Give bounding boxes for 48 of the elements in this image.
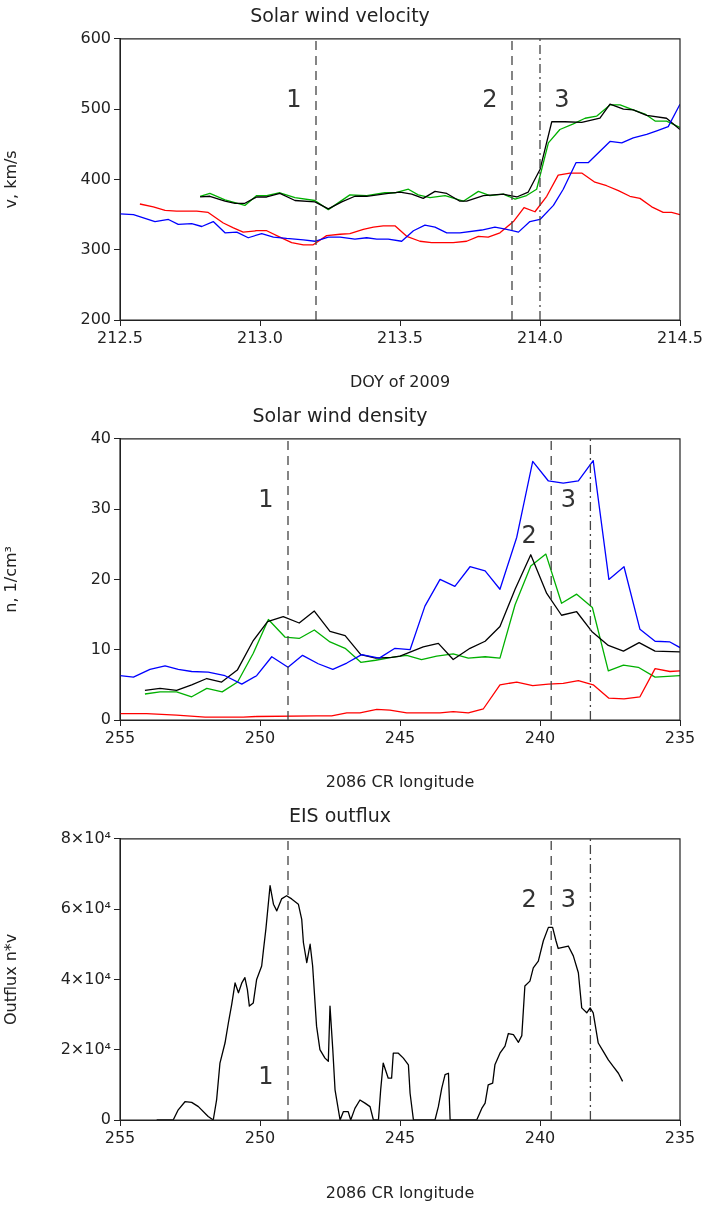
y-tick-label: 8×10⁴ — [60, 827, 111, 847]
x-tick-label: 212.5 — [97, 327, 143, 347]
y-axis-title: n, 1/cm³ — [0, 546, 20, 613]
y-tick-label: 0 — [100, 1109, 111, 1129]
y-tick-label: 6×10⁴ — [60, 898, 111, 918]
y-tick-label: 500 — [80, 98, 111, 118]
y-tick-label: 10 — [90, 638, 111, 658]
annotation: 1 — [286, 84, 302, 113]
annotation: 3 — [560, 884, 577, 913]
chart-title: EIS outflux — [288, 804, 392, 827]
y-tick-label: 4×10⁴ — [60, 968, 111, 988]
chart-title: Solar wind velocity — [250, 4, 430, 27]
x-tick-label: 213.5 — [377, 327, 423, 347]
x-tick-label: 213.0 — [237, 327, 283, 347]
y-tick-label: 30 — [90, 498, 111, 518]
annotation: 3 — [554, 84, 570, 113]
chart-title: Solar wind density — [252, 404, 428, 427]
y-tick-label: 0 — [100, 709, 111, 729]
annotation: 3 — [560, 484, 577, 513]
annotation: 1 — [258, 484, 274, 513]
y-axis-title: v, km/s — [0, 150, 20, 209]
annotation: 2 — [482, 84, 498, 113]
x-axis-title: 2086 CR longitude — [325, 1182, 475, 1202]
annotation: 1 — [258, 1062, 274, 1091]
x-tick-label: 255 — [104, 1127, 136, 1147]
y-tick-label: 40 — [90, 427, 111, 447]
annotation: 2 — [521, 521, 537, 550]
x-tick-label: 235 — [664, 727, 696, 747]
y-tick-label: 400 — [80, 168, 111, 188]
x-tick-label: 255 — [104, 727, 136, 747]
y-tick-label: 20 — [90, 568, 111, 588]
x-tick-label: 235 — [664, 1127, 696, 1147]
y-tick-label: 600 — [80, 27, 111, 47]
x-tick-label: 250 — [244, 1127, 276, 1147]
y-tick-label: 2×10⁴ — [60, 1038, 111, 1058]
x-tick-label: 245 — [384, 1127, 416, 1147]
x-tick-label: 250 — [244, 727, 276, 747]
x-tick-label: 240 — [524, 1127, 556, 1147]
x-tick-label: 214.5 — [657, 327, 703, 347]
x-axis-title: 2086 CR longitude — [325, 771, 475, 791]
x-tick-label: 240 — [524, 727, 556, 747]
y-axis-title: Outflux n*v — [0, 933, 20, 1026]
x-axis-title: DOY of 2009 — [349, 371, 451, 391]
annotation: 2 — [521, 884, 537, 913]
y-tick-label: 300 — [80, 238, 111, 258]
x-tick-label: 214.0 — [517, 327, 563, 347]
y-tick-label: 200 — [80, 309, 111, 329]
x-tick-label: 245 — [384, 727, 416, 747]
